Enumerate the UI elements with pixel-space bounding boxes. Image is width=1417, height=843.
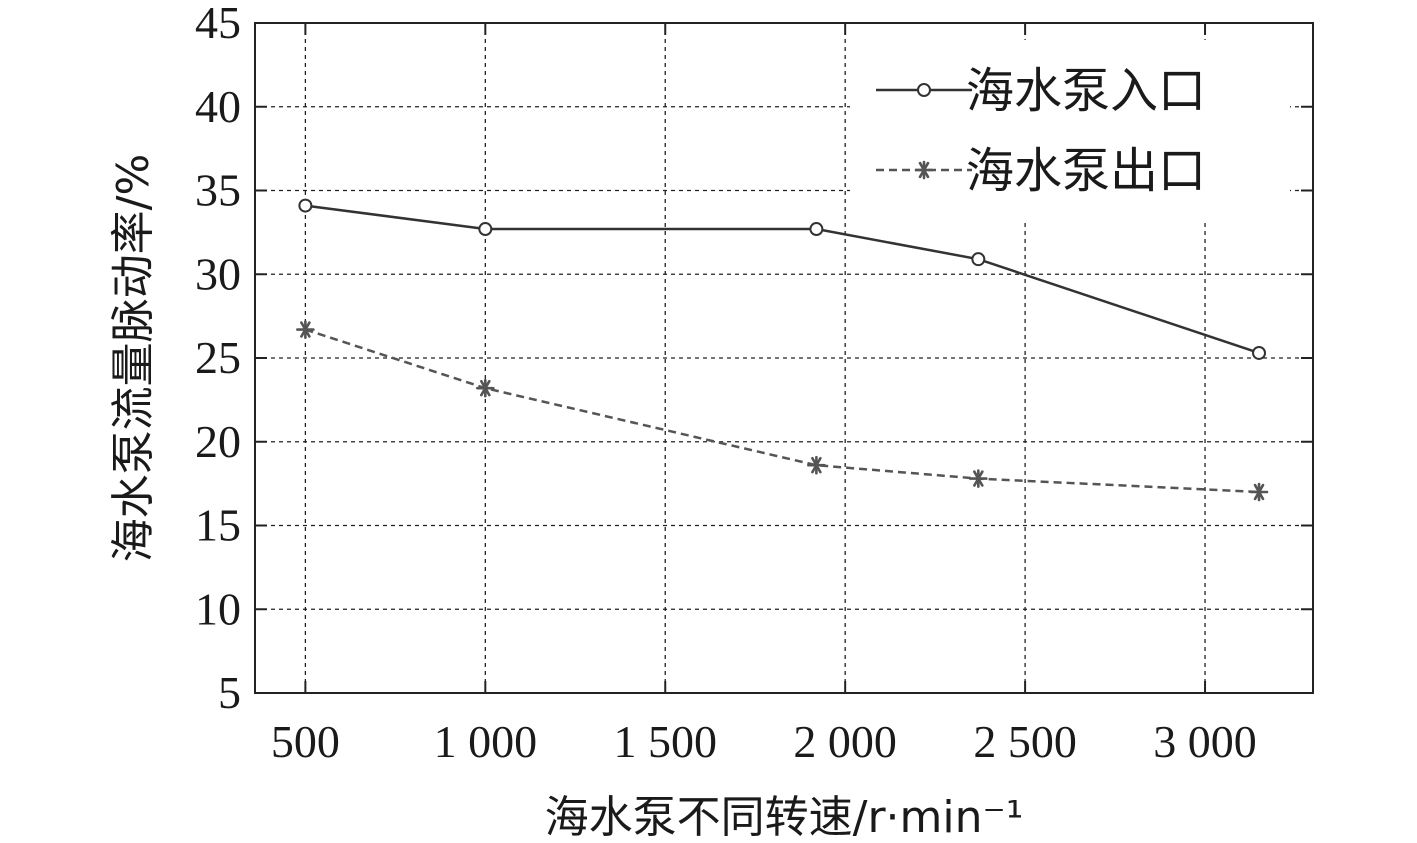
x-tick-label: 1 500 — [613, 716, 717, 767]
y-tick-label: 30 — [195, 248, 241, 299]
series-1-point — [809, 222, 824, 237]
series-2-point — [1249, 482, 1269, 502]
x-tick-label: 1 000 — [434, 716, 538, 767]
y-tick-label: 20 — [195, 416, 241, 467]
grid-lines — [255, 23, 1313, 693]
series-2-point — [969, 469, 988, 488]
legend-background — [850, 40, 1290, 220]
series-1-point — [971, 252, 986, 267]
y-tick-label: 5 — [218, 667, 241, 718]
series-line-1 — [305, 204, 1260, 355]
y-tick-label: 15 — [195, 500, 241, 551]
series-line-2 — [304, 328, 1260, 494]
legend-label-2: 海水泵出口 — [966, 143, 1206, 199]
series-1-point — [298, 198, 313, 213]
legend-label-1: 海水泵入口 — [966, 63, 1206, 119]
series-group — [296, 198, 1269, 502]
y-tick-label: 40 — [195, 81, 241, 132]
y-tick-label: 25 — [195, 332, 241, 383]
series-2-point — [807, 455, 826, 475]
legend-marker-2 — [914, 160, 934, 180]
y-tick-label: 10 — [195, 583, 241, 634]
x-tick-label: 2 500 — [973, 716, 1077, 767]
series-1-point — [478, 222, 493, 237]
legend-marker-1 — [917, 83, 931, 97]
y-axis-ticks: 5 10 15 20 25 30 35 40 45 — [195, 0, 1313, 718]
x-axis-title: 海水泵不同转速/r·min⁻¹ — [545, 792, 1024, 843]
series-1-point — [1252, 345, 1267, 360]
x-axis-ticks: 500 1 000 1 500 2 000 2 500 3 000 — [271, 23, 1257, 767]
y-axis-title: 海水泵流量脉动率/% — [108, 154, 159, 563]
y-tick-label: 45 — [195, 0, 241, 48]
y-tick-label: 35 — [195, 165, 241, 216]
series-2-point — [476, 378, 495, 398]
x-tick-label: 500 — [271, 716, 340, 767]
x-tick-label: 2 000 — [793, 716, 897, 767]
x-tick-label: 3 000 — [1153, 716, 1257, 767]
series-2-point — [296, 320, 315, 339]
